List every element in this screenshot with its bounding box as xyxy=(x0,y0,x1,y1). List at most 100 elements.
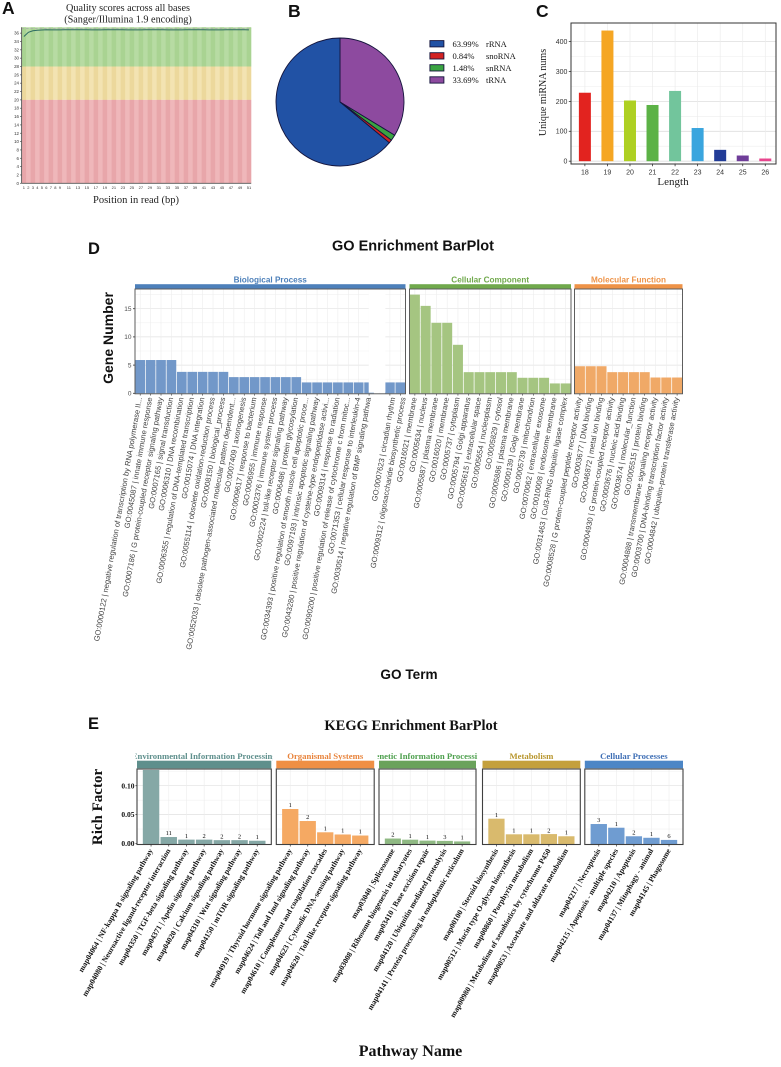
svg-text:Rich Factor: Rich Factor xyxy=(90,769,106,846)
svg-text:20: 20 xyxy=(626,170,634,177)
svg-text:35: 35 xyxy=(175,185,180,190)
svg-text:22: 22 xyxy=(671,170,679,177)
svg-text:2: 2 xyxy=(547,827,550,834)
svg-text:1: 1 xyxy=(409,833,412,840)
svg-text:1: 1 xyxy=(359,829,362,836)
svg-text:2: 2 xyxy=(391,832,394,839)
svg-text:3: 3 xyxy=(443,834,446,841)
svg-text:Pathway Name: Pathway Name xyxy=(359,1043,463,1060)
svg-text:19: 19 xyxy=(103,185,108,190)
svg-text:19: 19 xyxy=(604,170,612,177)
svg-text:1: 1 xyxy=(256,834,259,841)
svg-text:11: 11 xyxy=(166,830,172,837)
svg-text:B: B xyxy=(288,1,301,21)
svg-text:6: 6 xyxy=(667,833,671,840)
svg-text:1: 1 xyxy=(461,835,464,842)
svg-text:24: 24 xyxy=(14,81,19,86)
svg-text:23: 23 xyxy=(694,170,702,177)
svg-text:Organismal Systems: Organismal Systems xyxy=(287,751,364,761)
svg-text:4: 4 xyxy=(17,164,20,169)
svg-text:21: 21 xyxy=(112,185,117,190)
svg-text:63.99%: 63.99% xyxy=(453,39,479,49)
svg-text:3: 3 xyxy=(32,185,35,190)
svg-text:Molecular Function: Molecular Function xyxy=(591,276,666,285)
svg-text:tRNA: tRNA xyxy=(486,75,507,85)
svg-text:26: 26 xyxy=(761,170,769,177)
svg-text:1: 1 xyxy=(615,821,618,828)
svg-text:17: 17 xyxy=(94,185,99,190)
svg-text:Metabolism: Metabolism xyxy=(509,751,554,761)
svg-text:24: 24 xyxy=(716,170,724,177)
svg-text:1: 1 xyxy=(341,828,344,835)
svg-text:49: 49 xyxy=(238,185,243,190)
svg-text:A: A xyxy=(2,0,15,18)
svg-text:29: 29 xyxy=(148,185,153,190)
svg-text:1: 1 xyxy=(289,802,292,809)
svg-text:E: E xyxy=(88,715,99,733)
svg-text:Position in read (bp): Position in read (bp) xyxy=(93,195,180,206)
svg-text:0.00: 0.00 xyxy=(121,839,134,848)
svg-text:Unique miRNA nums: Unique miRNA nums xyxy=(538,49,549,136)
svg-text:7: 7 xyxy=(50,185,53,190)
svg-text:8: 8 xyxy=(54,185,57,190)
svg-text:12: 12 xyxy=(14,131,19,136)
svg-text:Environmental Information Proc: Environmental Information Processing xyxy=(132,751,278,761)
svg-text:snRNA: snRNA xyxy=(486,63,512,73)
svg-text:1: 1 xyxy=(23,185,26,190)
svg-text:200: 200 xyxy=(556,99,568,106)
svg-text:39: 39 xyxy=(193,185,198,190)
svg-text:34: 34 xyxy=(14,39,19,44)
svg-text:45: 45 xyxy=(220,185,225,190)
svg-text:100: 100 xyxy=(556,129,568,136)
svg-text:32: 32 xyxy=(14,47,19,52)
svg-text:16: 16 xyxy=(14,114,19,119)
svg-text:0.84%: 0.84% xyxy=(453,51,475,61)
svg-text:2: 2 xyxy=(17,172,20,177)
svg-text:25: 25 xyxy=(130,185,135,190)
svg-text:(Sanger/Illumina 1.9 encoding): (Sanger/Illumina 1.9 encoding) xyxy=(64,14,192,25)
svg-text:10: 10 xyxy=(124,334,132,341)
svg-text:47: 47 xyxy=(229,185,234,190)
svg-text:5: 5 xyxy=(128,362,132,369)
svg-text:36: 36 xyxy=(14,31,19,36)
svg-text:37: 37 xyxy=(184,185,189,190)
svg-text:1.48%: 1.48% xyxy=(453,63,475,73)
svg-text:1: 1 xyxy=(512,828,515,835)
svg-text:4: 4 xyxy=(36,185,39,190)
svg-text:Cellular Processes: Cellular Processes xyxy=(600,751,668,761)
svg-text:0.05: 0.05 xyxy=(121,810,134,819)
svg-text:8: 8 xyxy=(17,147,20,152)
svg-text:300: 300 xyxy=(556,69,568,76)
svg-text:5: 5 xyxy=(41,185,44,190)
svg-text:20: 20 xyxy=(14,97,19,102)
svg-text:1: 1 xyxy=(495,812,498,819)
svg-text:KEGG Enrichment BarPlot: KEGG Enrichment BarPlot xyxy=(324,718,497,734)
svg-text:400: 400 xyxy=(556,39,568,46)
svg-text:Quality scores across all base: Quality scores across all bases xyxy=(66,3,190,14)
svg-text:2: 2 xyxy=(203,833,206,840)
svg-text:14: 14 xyxy=(14,122,19,127)
svg-text:0: 0 xyxy=(128,391,132,398)
svg-text:41: 41 xyxy=(202,185,207,190)
svg-text:0: 0 xyxy=(17,181,20,186)
svg-text:13: 13 xyxy=(76,185,81,190)
svg-text:33: 33 xyxy=(166,185,171,190)
svg-text:GO Enrichment BarPlot: GO Enrichment BarPlot xyxy=(332,239,494,255)
svg-text:6: 6 xyxy=(17,156,20,161)
svg-text:rRNA: rRNA xyxy=(486,39,508,49)
svg-text:1: 1 xyxy=(324,825,327,832)
svg-text:3: 3 xyxy=(597,817,600,824)
svg-text:2: 2 xyxy=(27,185,30,190)
svg-text:2: 2 xyxy=(306,814,309,821)
svg-text:15: 15 xyxy=(85,185,90,190)
svg-text:2: 2 xyxy=(220,833,223,840)
svg-text:0.10: 0.10 xyxy=(121,781,134,790)
svg-text:43: 43 xyxy=(211,185,216,190)
svg-text:25: 25 xyxy=(739,170,747,177)
svg-text:Gene Number: Gene Number xyxy=(100,292,116,384)
svg-text:1: 1 xyxy=(185,833,188,840)
svg-text:11: 11 xyxy=(67,185,72,190)
svg-text:D: D xyxy=(88,240,100,258)
svg-text:C: C xyxy=(536,1,549,21)
svg-text:1: 1 xyxy=(426,834,429,841)
